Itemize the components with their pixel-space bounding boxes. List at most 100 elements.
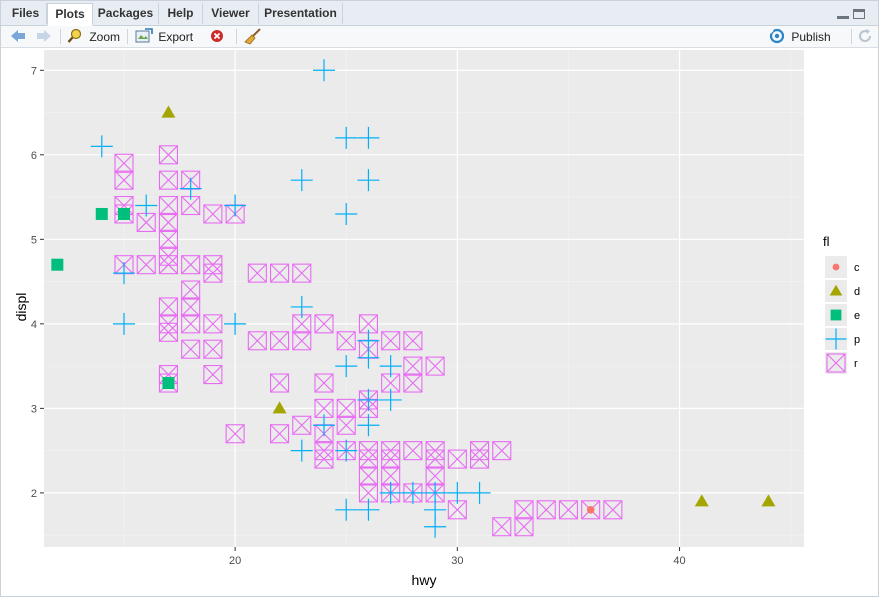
point-d bbox=[161, 105, 176, 118]
toolbar-divider bbox=[60, 29, 61, 44]
legend-key-r bbox=[826, 353, 846, 373]
export-icon bbox=[135, 28, 153, 43]
legend-label-e: e bbox=[854, 310, 860, 322]
y-tick-label: 5 bbox=[31, 234, 37, 246]
tab-presentation[interactable]: Presentation bbox=[259, 3, 343, 24]
tab-packages[interactable]: Packages bbox=[93, 3, 159, 24]
y-tick-label: 2 bbox=[31, 488, 37, 500]
point-p bbox=[313, 414, 335, 437]
clear-all-button[interactable] bbox=[244, 28, 264, 45]
point-p bbox=[335, 498, 358, 521]
point-r bbox=[292, 331, 312, 351]
point-e bbox=[162, 377, 175, 390]
point-d bbox=[694, 494, 709, 507]
x-tick-label: 40 bbox=[673, 555, 685, 567]
tab-plots[interactable]: Plots bbox=[47, 3, 93, 26]
point-r bbox=[203, 365, 223, 385]
back-arrow-icon[interactable] bbox=[9, 28, 27, 45]
minimize-icon[interactable] bbox=[837, 9, 849, 19]
point-r bbox=[447, 449, 467, 469]
point-p bbox=[90, 135, 113, 158]
point-p bbox=[379, 355, 402, 378]
point-p bbox=[357, 414, 380, 437]
point-p bbox=[357, 169, 380, 192]
point-r bbox=[247, 331, 267, 351]
point-p bbox=[179, 177, 202, 200]
forward-arrow-icon[interactable] bbox=[35, 28, 53, 45]
point-r bbox=[425, 449, 445, 469]
zoom-button[interactable]: Zoom bbox=[67, 28, 121, 45]
point-r bbox=[181, 280, 201, 300]
point-r bbox=[181, 339, 201, 359]
point-r bbox=[558, 500, 578, 520]
point-p bbox=[290, 169, 313, 192]
point-r bbox=[225, 424, 245, 444]
point-r bbox=[203, 339, 223, 359]
zoom-icon bbox=[67, 28, 82, 43]
refresh-button[interactable] bbox=[857, 28, 873, 45]
export-button[interactable]: Export ▼ bbox=[135, 28, 201, 60]
refresh-icon bbox=[859, 29, 872, 43]
point-r bbox=[492, 517, 512, 537]
point-d bbox=[761, 494, 776, 507]
plot-background bbox=[44, 50, 804, 547]
point-p bbox=[113, 262, 135, 285]
point-r bbox=[314, 449, 334, 469]
point-r bbox=[136, 255, 156, 275]
point-p bbox=[468, 481, 491, 504]
point-e bbox=[51, 258, 64, 271]
remove-plot-icon bbox=[211, 30, 223, 42]
point-r bbox=[603, 500, 623, 520]
tab-viewer[interactable]: Viewer bbox=[203, 3, 259, 24]
publish-button[interactable]: Publish ▼ bbox=[769, 28, 845, 60]
point-r bbox=[247, 263, 267, 283]
remove-plot-button[interactable] bbox=[209, 28, 229, 45]
point-r bbox=[270, 373, 290, 393]
point-r bbox=[158, 195, 178, 216]
legend-key-c bbox=[832, 263, 840, 271]
point-r bbox=[381, 449, 401, 469]
x-tick-label: 20 bbox=[229, 555, 241, 567]
point-r bbox=[270, 331, 290, 351]
point-p bbox=[357, 388, 380, 411]
point-p bbox=[224, 312, 247, 335]
point-p bbox=[135, 194, 158, 217]
point-r bbox=[181, 297, 201, 317]
broom-icon bbox=[244, 28, 261, 45]
y-tick-label: 7 bbox=[31, 65, 37, 77]
point-p bbox=[290, 295, 313, 318]
point-r bbox=[403, 373, 423, 393]
legend-label-d: d bbox=[854, 286, 860, 298]
tab-help[interactable]: Help bbox=[159, 3, 203, 24]
point-r bbox=[425, 356, 445, 376]
point-r bbox=[403, 356, 423, 376]
point-r bbox=[270, 424, 290, 444]
tab-files[interactable]: Files bbox=[5, 3, 47, 24]
toolbar-divider bbox=[236, 29, 237, 44]
point-r bbox=[292, 415, 312, 435]
x-axis-title: hwy bbox=[412, 572, 437, 588]
y-tick-label: 4 bbox=[31, 319, 37, 331]
point-p bbox=[401, 481, 424, 504]
point-r bbox=[158, 212, 178, 232]
point-p bbox=[357, 126, 380, 149]
y-tick-label: 6 bbox=[31, 150, 37, 162]
point-r bbox=[203, 314, 223, 334]
point-r bbox=[203, 204, 223, 224]
point-p bbox=[379, 481, 402, 504]
point-r bbox=[270, 263, 290, 283]
point-p bbox=[224, 194, 247, 217]
point-r bbox=[203, 263, 223, 283]
point-p bbox=[446, 481, 469, 504]
point-r bbox=[158, 255, 178, 275]
point-r bbox=[158, 145, 178, 165]
point-r bbox=[181, 255, 201, 275]
point-p bbox=[335, 439, 358, 462]
point-r bbox=[158, 229, 178, 249]
point-r bbox=[514, 517, 534, 537]
y-tick-label: 3 bbox=[31, 403, 37, 415]
maximize-icon[interactable] bbox=[853, 9, 865, 19]
point-p bbox=[424, 515, 447, 538]
